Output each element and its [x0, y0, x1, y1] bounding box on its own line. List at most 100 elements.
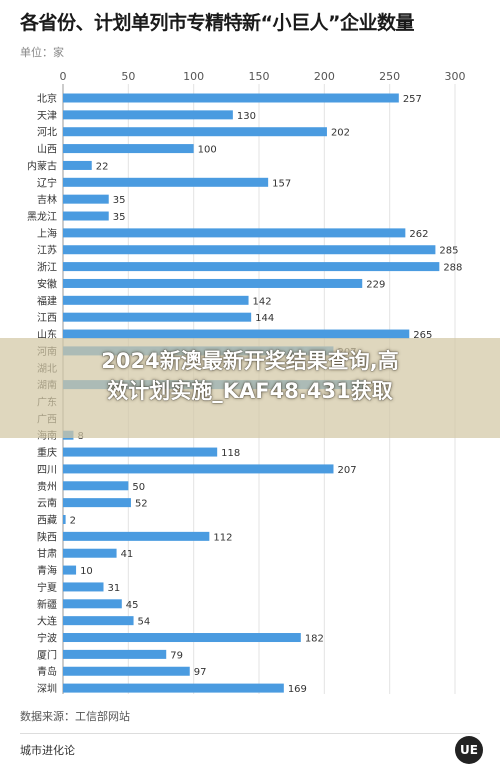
data-label: 130 — [237, 111, 256, 122]
data-label: 202 — [331, 128, 350, 139]
data-label: 10 — [80, 566, 93, 577]
category-label: 浙江 — [37, 262, 57, 274]
bar — [63, 565, 77, 575]
watermark-line-2: 效计划实施_KAF48.431获取 — [107, 379, 393, 403]
data-label: 22 — [96, 161, 109, 172]
category-label: 深圳 — [37, 683, 57, 695]
data-label: 142 — [253, 296, 272, 307]
category-label: 山西 — [37, 144, 57, 156]
data-label: 2 — [70, 516, 76, 527]
category-label: 江苏 — [37, 244, 57, 257]
x-tick-label: 50 — [121, 70, 135, 83]
category-label: 贵州 — [37, 480, 57, 493]
data-label: 265 — [413, 330, 432, 341]
bar — [63, 464, 334, 474]
watermark-banner — [0, 338, 500, 438]
category-label: 山东 — [37, 328, 57, 341]
watermark-line-1: 2024新澳最新开奖结果查询,高 — [101, 349, 399, 373]
category-label: 江西 — [37, 312, 57, 324]
bar — [63, 666, 190, 676]
category-label: 甘肃 — [37, 547, 57, 560]
bar — [63, 649, 167, 659]
bar — [63, 515, 66, 524]
data-label: 35 — [113, 195, 126, 206]
data-label: 288 — [443, 263, 462, 274]
bar — [63, 278, 363, 288]
data-label: 207 — [337, 465, 356, 476]
bar — [63, 93, 399, 103]
data-label: 157 — [272, 178, 291, 189]
bar — [63, 683, 284, 693]
data-label: 182 — [305, 634, 324, 645]
bar — [63, 481, 129, 491]
bar — [63, 312, 252, 322]
bar — [63, 548, 117, 558]
bar — [63, 262, 440, 272]
bar — [63, 228, 406, 238]
bar — [63, 211, 109, 221]
category-label: 厦门 — [37, 648, 57, 661]
category-label: 四川 — [37, 465, 57, 476]
data-label: 257 — [403, 94, 422, 105]
bar — [63, 616, 134, 626]
data-label: 100 — [198, 145, 217, 156]
data-label: 169 — [288, 684, 307, 695]
data-label: 97 — [194, 667, 207, 678]
x-tick-label: 250 — [379, 70, 400, 83]
data-label: 112 — [213, 532, 232, 543]
data-label: 262 — [409, 229, 428, 240]
brand-logo: UE — [455, 736, 483, 764]
bar — [63, 498, 131, 508]
data-label: 229 — [366, 279, 385, 290]
category-label: 青岛 — [37, 665, 57, 678]
brand-name: 城市进化论 — [20, 744, 75, 757]
data-label: 35 — [113, 212, 126, 223]
category-label: 陕西 — [37, 530, 57, 543]
category-label: 北京 — [37, 92, 57, 105]
data-label: 41 — [121, 549, 134, 560]
x-tick-label: 200 — [314, 70, 335, 83]
category-label: 天津 — [37, 110, 57, 122]
bar — [63, 447, 218, 457]
category-label: 宁夏 — [37, 581, 57, 594]
category-label: 上海 — [37, 227, 57, 240]
x-tick-label: 0 — [60, 70, 67, 83]
unit-label: 单位：家 — [20, 46, 64, 59]
data-label: 45 — [126, 600, 139, 611]
watermark-banner-text: 2024新澳最新开奖结果查询,高 效计划实施_KAF48.431获取 — [0, 346, 500, 406]
bar — [63, 144, 194, 154]
bar — [63, 194, 109, 204]
bar — [63, 245, 436, 255]
bar — [63, 599, 122, 609]
category-label: 河北 — [37, 127, 57, 139]
bar — [63, 295, 249, 305]
chart-title: 各省份、计划单列市专精特新“小巨人”企业数量 — [20, 12, 414, 34]
category-label: 安徽 — [37, 277, 57, 290]
category-label: 内蒙古 — [27, 159, 57, 172]
category-label: 黑龙江 — [27, 210, 57, 223]
bar — [63, 329, 410, 339]
category-label: 新疆 — [37, 598, 57, 611]
bar — [63, 127, 327, 137]
data-label: 285 — [439, 246, 458, 257]
footer-divider — [20, 733, 480, 734]
bar — [63, 633, 301, 643]
category-label: 吉林 — [37, 193, 57, 206]
data-label: 50 — [132, 482, 145, 493]
data-source: 数据来源：工信部网站 — [20, 710, 130, 723]
category-label: 辽宁 — [37, 176, 57, 189]
data-label: 52 — [135, 499, 148, 510]
data-label: 79 — [170, 650, 183, 661]
bar — [63, 160, 92, 170]
category-label: 西藏 — [37, 515, 57, 527]
category-label: 青海 — [37, 564, 57, 577]
bar — [63, 531, 210, 541]
data-label: 54 — [138, 617, 151, 628]
category-label: 云南 — [37, 497, 57, 510]
category-label: 重庆 — [37, 446, 57, 459]
bar — [63, 177, 269, 187]
x-tick-label: 150 — [249, 70, 270, 83]
category-label: 大连 — [37, 615, 57, 628]
x-tick-label: 100 — [183, 70, 204, 83]
x-tick-label: 300 — [445, 70, 466, 83]
